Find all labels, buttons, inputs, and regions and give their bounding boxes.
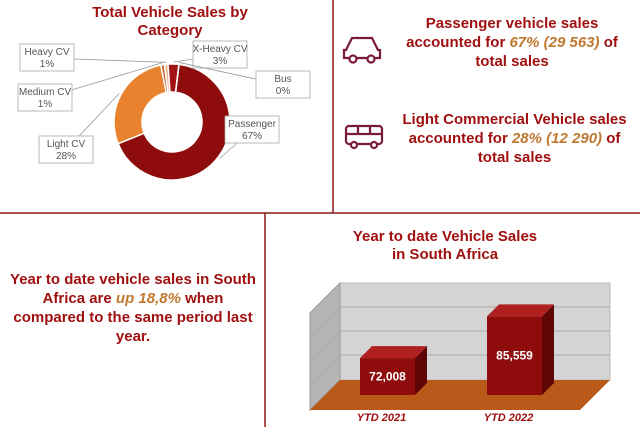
- slice: [117, 63, 231, 181]
- lcv-note: Light Commercial Vehicle sales accounted…: [392, 110, 637, 167]
- slice-value: 0%: [276, 86, 291, 97]
- ytd-note: Year to date vehicle sales in South Afri…: [8, 270, 258, 346]
- slice-value: 3%: [213, 56, 228, 67]
- x-tick-label: YTD 2021: [357, 412, 407, 424]
- note-text: Light Commercial Vehicle sales accounted…: [402, 111, 627, 147]
- floor: [310, 380, 610, 410]
- label-box: [19, 43, 75, 72]
- note-text: when compared to the same period last ye…: [13, 290, 253, 345]
- bus-icon: [344, 124, 384, 150]
- slice-label: Bus: [274, 74, 291, 85]
- x-tick-label: YTD 2022: [484, 412, 534, 424]
- car-icon: [342, 36, 382, 64]
- bar: [487, 316, 542, 395]
- slice-label: X-Heavy CV: [192, 44, 247, 55]
- note-highlight: 28% (12 290): [511, 130, 603, 147]
- passenger-note: Passenger vehicle sales accounted for 67…: [392, 14, 632, 71]
- note-highlight: 67% (29 563): [509, 34, 600, 51]
- label-box: [17, 83, 73, 112]
- slice-value: 67%: [242, 131, 262, 142]
- bar-chart: 72,008 YTD 2021 85,559 YTD 2022: [309, 281, 611, 424]
- bar: [360, 358, 415, 395]
- label-box: [224, 115, 280, 144]
- value-label: 85,559: [496, 349, 533, 363]
- value-label: 72,008: [369, 370, 406, 384]
- slice-value: 1%: [40, 59, 55, 70]
- bar-side: [542, 304, 554, 395]
- note-text: of total sales: [477, 130, 621, 166]
- label-box: [38, 135, 94, 164]
- slice: [113, 64, 168, 145]
- bar-top: [487, 304, 554, 317]
- slice-label: Heavy CV: [24, 47, 69, 58]
- bar-top: [360, 346, 427, 359]
- slice-value: 1%: [38, 99, 53, 110]
- slice-label: Medium CV: [19, 87, 72, 98]
- label-box: [255, 70, 311, 99]
- slice-label: Light CV: [47, 139, 86, 150]
- slice-label: Passenger: [228, 119, 276, 130]
- slice: [174, 64, 180, 93]
- note-text: of total sales: [475, 34, 618, 70]
- bar-side: [415, 346, 427, 395]
- bar-title: Year to date Vehicle Sales in South Afri…: [352, 228, 538, 263]
- slice-value: 28%: [56, 151, 76, 162]
- donut-title: Total Vehicle Sales by Category: [92, 4, 248, 39]
- note-text: Passenger vehicle sales accounted for: [406, 15, 599, 51]
- label-box: [192, 40, 248, 69]
- note-text: Year to date vehicle sales in South Afri…: [10, 271, 256, 307]
- note-highlight: up 18,8%: [115, 290, 181, 307]
